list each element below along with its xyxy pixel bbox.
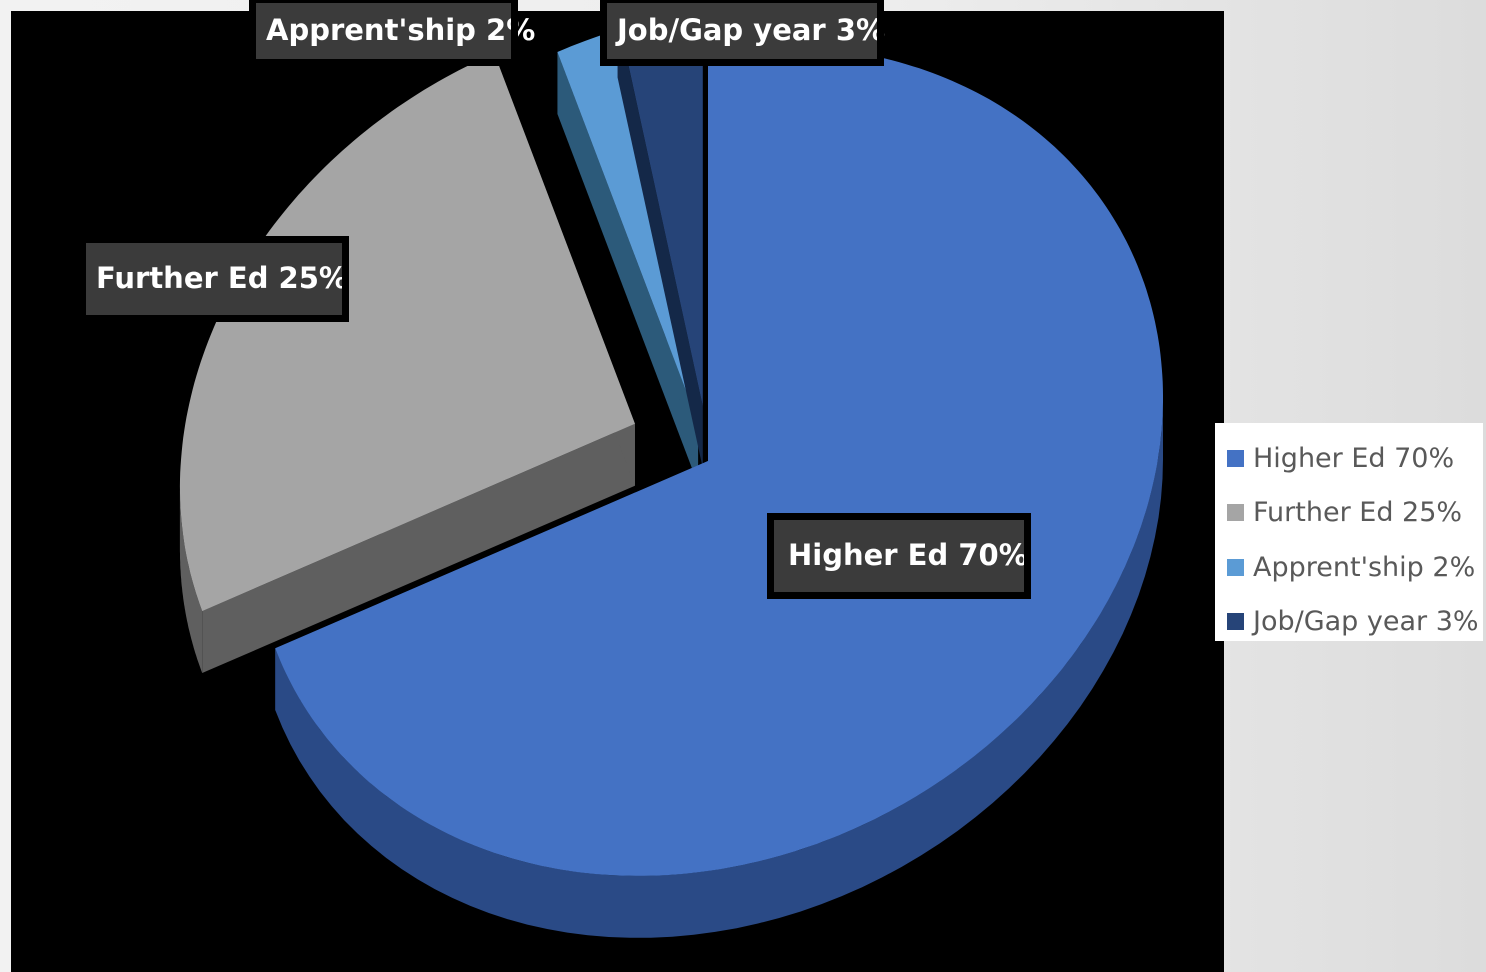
data-label-job-gap-year: Job/Gap year 3%	[600, 0, 885, 66]
legend-swatch	[1227, 449, 1244, 467]
data-label-apprenticeship: Apprent'ship 2%	[249, 0, 535, 66]
pie-chart	[179, 11, 1163, 938]
legend-item-higher-ed: Higher Ed 70%	[1227, 431, 1483, 486]
pie-slice-face	[202, 423, 635, 674]
legend-item-apprenticeship: Apprent'ship 2%	[1227, 540, 1483, 595]
pie-slice-top	[617, 11, 703, 407]
legend-item-further-ed: Further Ed 25%	[1227, 486, 1483, 541]
pie-slice-further-ed	[179, 53, 635, 674]
data-label-further-ed: Further Ed 25%	[79, 236, 349, 322]
pie-slice-top	[557, 31, 699, 423]
pie-slice-job-gap-year	[617, 11, 703, 469]
data-label-higher-ed: Higher Ed 70%	[767, 513, 1031, 599]
pie-slice-face	[557, 52, 699, 485]
legend-swatch	[1227, 558, 1244, 576]
pie-slice-top	[275, 46, 1163, 876]
legend-swatch	[1227, 504, 1244, 522]
pie-slice-higher-ed	[275, 46, 1163, 938]
legend-label: Further Ed 25%	[1253, 497, 1463, 529]
pie-slice-face	[617, 15, 703, 469]
pie-slice-side	[275, 397, 1163, 938]
legend-label: Apprent'ship 2%	[1253, 551, 1476, 583]
chart-area: Higher Ed 70% Further Ed 25% Apprent'shi…	[11, 0, 1224, 972]
pie-slice-side	[179, 487, 203, 674]
legend-label: Higher Ed 70%	[1253, 442, 1455, 474]
legend-swatch	[1227, 613, 1244, 631]
legend-label: Job/Gap year 3%	[1253, 606, 1479, 638]
legend: Higher Ed 70% Further Ed 25% Apprent'shi…	[1215, 423, 1483, 641]
legend-item-job-gap-year: Job/Gap year 3%	[1227, 595, 1483, 650]
pie-slice-top	[179, 53, 635, 612]
